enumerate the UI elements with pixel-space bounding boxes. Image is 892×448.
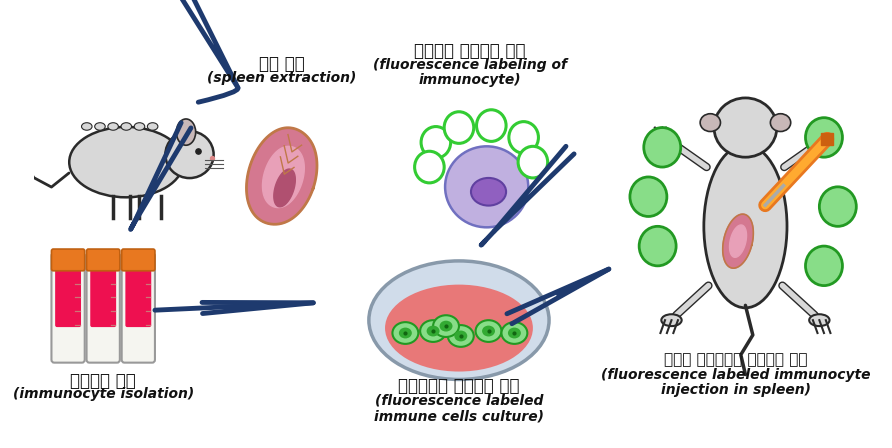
Ellipse shape [448,325,474,347]
Text: (spleen extraction): (spleen extraction) [207,71,356,85]
Ellipse shape [165,131,214,178]
Ellipse shape [177,119,195,145]
Ellipse shape [385,284,533,371]
Text: 면역세포 형광물지 표지: 면역세포 형광물지 표지 [414,42,525,60]
Ellipse shape [714,98,777,157]
Ellipse shape [815,130,832,144]
Ellipse shape [426,326,440,336]
Ellipse shape [121,123,131,130]
Ellipse shape [420,320,446,342]
Circle shape [415,151,444,183]
FancyBboxPatch shape [52,249,85,271]
Circle shape [518,146,548,178]
Circle shape [640,226,676,266]
Ellipse shape [108,123,119,130]
FancyBboxPatch shape [87,249,120,271]
Polygon shape [723,214,754,268]
Ellipse shape [399,327,412,338]
Ellipse shape [454,331,467,341]
Ellipse shape [700,114,721,132]
FancyBboxPatch shape [121,253,155,362]
Circle shape [630,177,667,216]
Ellipse shape [134,123,145,130]
Ellipse shape [392,322,418,344]
Ellipse shape [70,127,184,197]
Ellipse shape [95,123,105,130]
Ellipse shape [661,314,681,326]
Text: immunocyte): immunocyte) [418,73,521,87]
Circle shape [476,110,506,142]
Text: (immunocyte isolation): (immunocyte isolation) [12,388,194,401]
Ellipse shape [809,314,830,326]
Ellipse shape [147,123,158,130]
Ellipse shape [440,321,452,332]
Ellipse shape [369,261,549,379]
Text: 면역세포 동정: 면역세포 동정 [70,371,136,390]
Ellipse shape [704,145,787,308]
Text: (fluorescence labeling of: (fluorescence labeling of [373,58,567,73]
Polygon shape [246,128,317,224]
FancyBboxPatch shape [55,259,81,327]
Ellipse shape [445,146,528,227]
Ellipse shape [771,114,790,132]
Circle shape [644,128,681,167]
FancyBboxPatch shape [90,259,116,327]
Text: injection in spleen): injection in spleen) [661,383,811,397]
Polygon shape [730,225,747,257]
FancyBboxPatch shape [121,249,155,271]
Circle shape [421,127,450,158]
Ellipse shape [658,130,675,144]
Ellipse shape [482,326,495,336]
Ellipse shape [471,178,506,206]
Circle shape [444,112,474,143]
Polygon shape [274,169,295,207]
Circle shape [508,121,539,153]
Circle shape [820,187,856,226]
Ellipse shape [508,327,521,338]
Polygon shape [262,146,304,207]
FancyBboxPatch shape [87,253,120,362]
Ellipse shape [81,123,92,130]
FancyBboxPatch shape [52,253,85,362]
Text: (fluorescence labeled immunocyte: (fluorescence labeled immunocyte [601,368,871,382]
Text: 비장 적출: 비장 적출 [259,56,304,73]
Ellipse shape [501,322,527,344]
Ellipse shape [434,315,459,337]
Text: 비장에 형광표지된 면역세포 주입: 비장에 형광표지된 면역세포 주입 [665,352,808,367]
Text: immune cells culture): immune cells culture) [374,409,544,423]
Text: (fluorescence labeled: (fluorescence labeled [375,393,543,407]
Circle shape [805,118,842,157]
Circle shape [805,246,842,286]
Text: 형광표지된 면역세포 베양: 형광표지된 면역세포 베양 [398,378,520,396]
Ellipse shape [475,320,501,342]
FancyBboxPatch shape [126,259,152,327]
